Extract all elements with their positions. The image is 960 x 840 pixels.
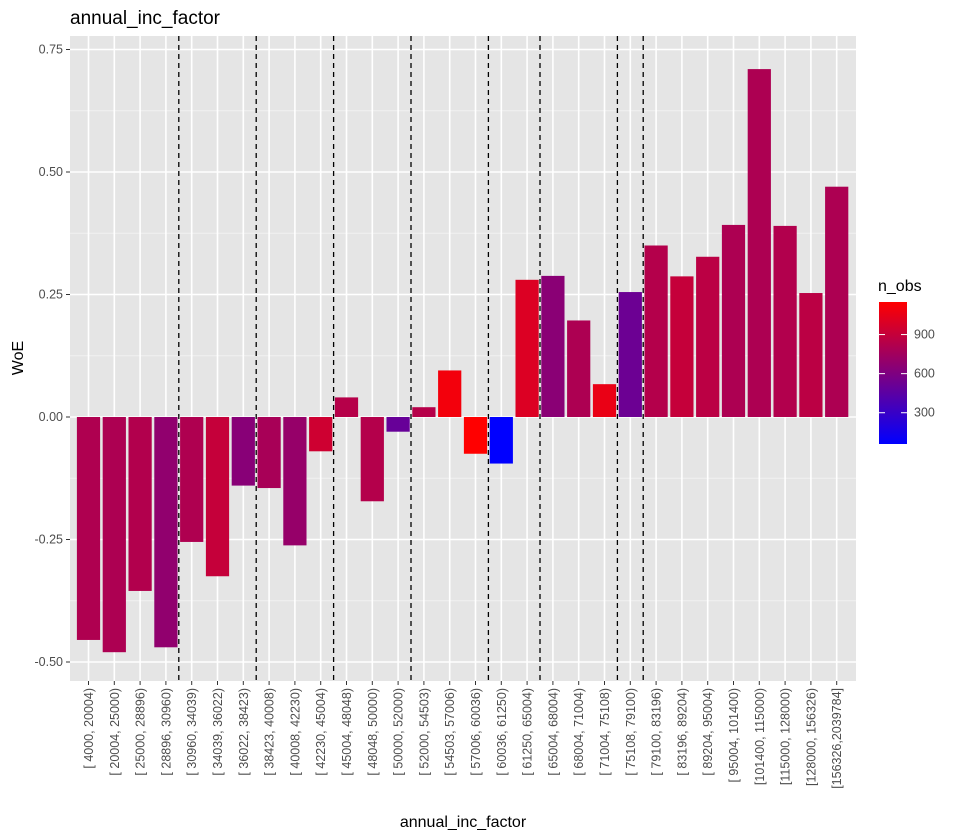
x-tick-label: [ 40008, 42230) [288,688,302,776]
legend-tick-label: 900 [914,328,935,342]
x-tick-label: [ 50000, 52000) [392,688,406,776]
bar [773,225,797,417]
bar [799,293,823,417]
x-tick-label: [ 30960, 34039) [185,688,199,776]
x-tick-label: [ 45004, 48048) [340,688,354,776]
bar [489,417,513,464]
x-tick-label: [ 20004, 25000) [108,688,122,776]
y-tick-label: 0.00 [39,410,63,424]
x-tick-label: [ 36022, 38423) [237,688,251,776]
x-tick-label: [115000, 128000) [779,688,793,785]
bar [205,417,230,577]
x-tick-label: [ 4000, 20004) [82,688,96,769]
y-tick-label: -0.50 [35,655,64,669]
bar [360,417,384,502]
y-axis: -0.50 -0.25 0.00 0.25 0.50 0.75 [35,43,70,669]
y-tick-label: -0.25 [35,533,64,547]
bar [438,370,462,417]
x-tick-label: [ 25000, 28896) [134,688,148,776]
legend-ticks: 300 600 900 [879,328,935,420]
legend-title: n_obs [878,278,922,295]
bar [515,279,539,417]
bar [128,417,152,591]
x-tick-label: [ 34039, 36022) [211,688,225,776]
bar [618,292,642,417]
x-tick-label: [ 61250, 65004) [521,688,535,776]
bar [76,417,101,640]
bar [825,186,849,417]
bar [154,417,178,648]
x-tick-label: [ 57006, 60036) [469,688,483,776]
legend: n_obs 300 600 900 [878,278,935,444]
x-tick-label: [ 83196, 89204) [675,688,689,776]
x-tick-label: [ 95004, 101400) [727,688,741,783]
x-tick-label: [ 79100, 83196) [650,688,664,776]
x-tick-label: [ 52000, 54503) [417,688,431,776]
bar [721,224,746,417]
legend-tick-label: 300 [914,406,935,420]
bar [541,275,565,417]
y-axis-title: WoE [10,341,27,375]
bar [592,384,617,417]
chart-title: annual_inc_factor [70,8,221,29]
bar [334,397,359,417]
bar [412,407,436,417]
bar [567,320,591,417]
x-tick-label: [ 89204, 95004) [701,688,715,776]
bar [309,417,333,452]
x-tick-label: [ 42230, 45004) [314,688,328,776]
x-axis-title: annual_inc_factor [400,814,527,831]
y-tick-label: 0.50 [39,165,63,179]
x-axis: [ 4000, 20004) [ 20004, 25000) [ 25000, 28… [82,681,844,789]
y-tick-label: 0.25 [39,288,63,302]
bar [257,417,281,489]
x-tick-label: [ 65004, 68004) [546,688,560,776]
x-tick-label: [ 28896, 30960) [159,688,173,776]
bar [180,417,204,542]
bar [696,256,720,417]
x-tick-label: [ 38423, 40008) [263,688,277,776]
bar [644,245,668,417]
bar [386,417,410,432]
x-tick-label: [101400, 115000) [753,688,767,785]
bar [463,417,488,454]
x-tick-label: [128000, 156326) [804,688,818,786]
x-tick-label: [ 68004, 71004) [572,688,586,776]
x-tick-label: [ 54503, 57006) [443,688,457,776]
bar [102,417,126,653]
x-tick-label: [ 48048, 50000) [366,688,380,776]
x-tick-label: [ 71004, 75108) [598,688,612,776]
legend-colorbar [879,302,907,444]
x-tick-label: [156326,2039784] [830,688,844,789]
x-tick-label: [ 75108, 79100) [624,688,638,776]
bar [747,69,771,417]
y-tick-label: 0.75 [39,43,63,57]
bars [76,69,849,653]
legend-tick-label: 600 [914,367,935,381]
grid-major [70,36,856,681]
bar [283,417,307,546]
x-tick-label: [ 60036, 61250) [495,688,509,776]
bar [670,276,694,417]
bar [231,417,255,486]
